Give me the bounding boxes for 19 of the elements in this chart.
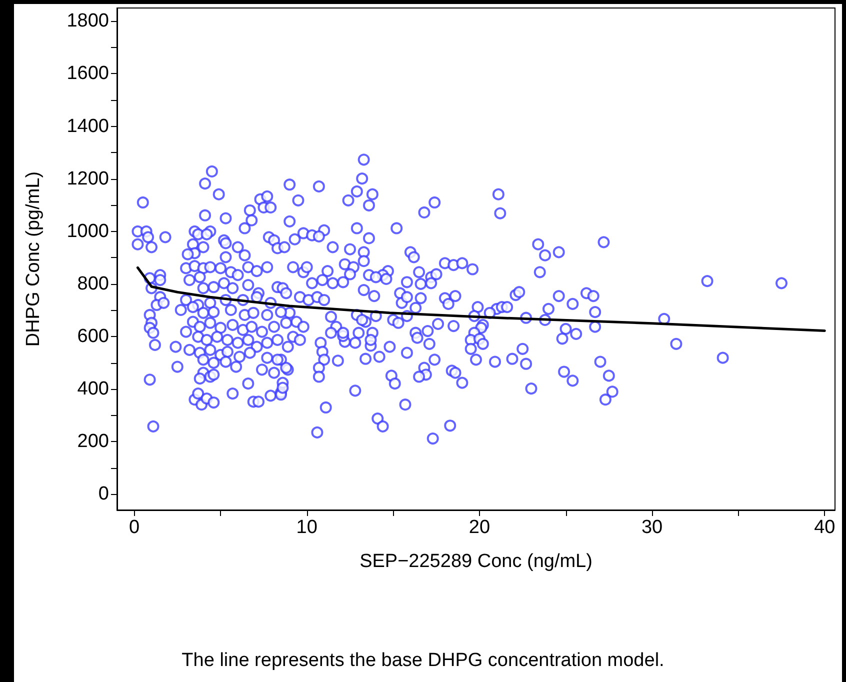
y-tick-label: 1000 [66,220,109,242]
y-tick-label: 800 [77,273,109,294]
line-series [136,266,826,332]
y-tick-label: 0 [98,484,109,505]
y-axis-title: DHPG Conc (pg/mL) [23,171,44,347]
y-tick-label: 400 [77,378,109,400]
x-tick-label: 40 [814,517,836,538]
y-tick-label: 1600 [66,63,109,84]
x-tick-label: 30 [641,517,663,538]
y-tick-label: 1800 [66,10,109,32]
x-tick-label: 20 [468,517,490,538]
x-tick-label: 10 [296,517,318,538]
y-tick-label: 200 [77,431,109,452]
text: The line represents the base DHPG concentration model. [180,650,666,672]
y-tick-label: 600 [77,326,109,348]
y-tick-label: 1200 [66,168,109,190]
x-tick-label: 0 [128,517,140,538]
y-tick-label: 1400 [66,116,109,137]
x-axis-title: SEP−225289 Conc (ng/mL) [360,551,592,572]
